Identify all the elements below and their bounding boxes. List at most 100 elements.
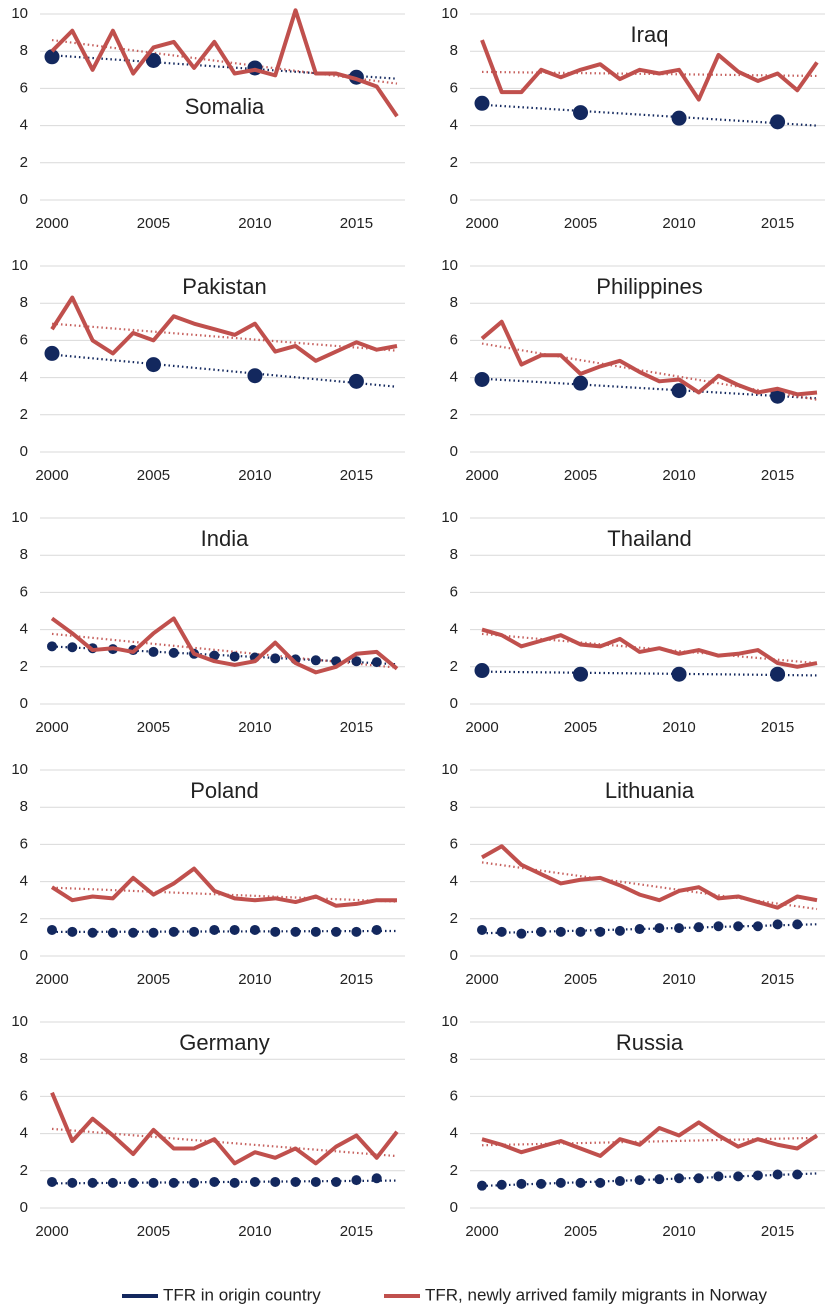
data-line (480, 319, 818, 397)
x-tick-label: 2015 (340, 215, 373, 232)
x-tick-label: 2010 (662, 1223, 695, 1240)
y-tick-label: 10 (441, 5, 458, 22)
data-point (331, 926, 342, 937)
data-point (249, 1176, 260, 1187)
data-point (351, 926, 362, 937)
trend-line (481, 1172, 818, 1188)
chart-title: India (201, 526, 249, 551)
trend-line (51, 322, 398, 352)
x-tick-label: 2005 (564, 467, 597, 484)
data-point (573, 105, 589, 121)
x-tick-label: 2010 (662, 719, 695, 736)
y-tick-label: 6 (20, 79, 28, 96)
y-tick-label: 2 (450, 910, 458, 927)
data-line (481, 1120, 819, 1158)
y-tick-label: 4 (20, 117, 28, 134)
x-tick-label: 2015 (761, 971, 794, 988)
data-point (87, 927, 98, 938)
y-tick-label: 4 (450, 621, 458, 638)
data-point (634, 1175, 645, 1186)
data-point (348, 373, 364, 389)
y-tick-label: 8 (20, 798, 28, 815)
y-tick-label: 2 (450, 1162, 458, 1179)
data-point (331, 1176, 342, 1187)
y-tick-label: 2 (450, 154, 458, 171)
y-tick-label: 4 (450, 369, 458, 386)
chart-title: Pakistan (182, 274, 266, 299)
data-point (351, 656, 362, 667)
data-point (47, 1176, 57, 1187)
y-tick-label: 0 (20, 695, 28, 712)
data-line (480, 39, 819, 102)
y-tick-label: 2 (450, 658, 458, 675)
data-point (474, 663, 490, 679)
x-tick-label: 2015 (340, 719, 373, 736)
y-tick-label: 0 (20, 191, 28, 208)
data-point (145, 357, 161, 373)
x-tick-label: 2010 (662, 971, 695, 988)
x-tick-label: 2000 (465, 215, 498, 232)
y-tick-label: 10 (441, 1013, 458, 1030)
data-line (50, 866, 397, 908)
data-point (477, 1180, 487, 1191)
data-point (371, 1173, 382, 1184)
data-point (47, 924, 57, 935)
data-point (128, 927, 139, 938)
data-point (693, 922, 704, 933)
x-tick-label: 2010 (662, 215, 695, 232)
y-tick-label: 8 (20, 294, 28, 311)
data-point (67, 1177, 78, 1188)
data-point (371, 924, 382, 935)
data-point (47, 641, 57, 652)
data-point (575, 1177, 586, 1188)
data-point (107, 927, 118, 938)
data-point (634, 924, 645, 935)
data-point (107, 1177, 118, 1188)
data-point (693, 1173, 704, 1184)
data-point (516, 928, 527, 939)
x-tick-label: 2015 (761, 215, 794, 232)
y-tick-label: 8 (20, 546, 28, 563)
y-tick-label: 6 (450, 331, 458, 348)
trend-line (51, 353, 398, 388)
data-point (148, 1177, 159, 1188)
data-line (481, 844, 818, 910)
data-point (752, 921, 763, 932)
data-point (595, 1177, 606, 1188)
data-point (536, 926, 547, 937)
y-tick-label: 8 (20, 42, 28, 59)
x-tick-label: 2015 (340, 467, 373, 484)
y-tick-label: 10 (441, 257, 458, 274)
x-tick-label: 2010 (238, 719, 271, 736)
y-tick-label: 6 (450, 1087, 458, 1104)
y-tick-label: 0 (450, 1199, 458, 1216)
data-point (770, 666, 786, 682)
x-tick-label: 2000 (465, 467, 498, 484)
data-point (249, 924, 260, 935)
y-tick-label: 2 (20, 658, 28, 675)
y-tick-label: 10 (11, 1013, 28, 1030)
x-tick-label: 2005 (564, 719, 597, 736)
data-point (145, 53, 161, 68)
data-point (270, 1176, 281, 1187)
data-point (351, 1175, 362, 1186)
data-point (614, 925, 625, 936)
y-tick-label: 8 (450, 546, 458, 563)
data-point (671, 383, 687, 399)
data-line (481, 627, 818, 669)
data-point (671, 110, 687, 126)
data-point (67, 642, 78, 653)
data-point (555, 926, 566, 937)
data-point (67, 926, 78, 937)
x-tick-label: 2015 (761, 1223, 794, 1240)
data-point (496, 926, 507, 937)
y-tick-label: 4 (450, 117, 458, 134)
legend-text: TFR, newly arrived family migrants in No… (425, 1285, 767, 1304)
trend-line (51, 929, 398, 934)
trend-line (481, 377, 818, 400)
data-point (752, 1170, 763, 1181)
trend-line (481, 70, 818, 78)
trend-line (481, 670, 818, 677)
data-point (290, 1176, 301, 1187)
